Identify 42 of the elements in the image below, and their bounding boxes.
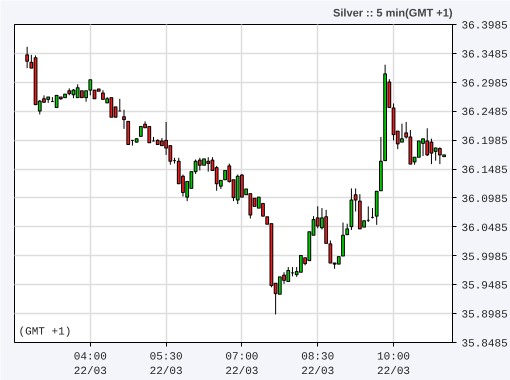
y-tick-label: 36.3485 xyxy=(462,49,508,62)
candlestick xyxy=(278,276,282,295)
annotation: (GMT +1) xyxy=(18,326,72,338)
candlestick xyxy=(206,156,210,172)
candlestick xyxy=(126,120,130,145)
y-tick-label: 36.0485 xyxy=(462,222,508,235)
x-tick-label: 10:00 22/03 xyxy=(377,352,410,378)
candlestick xyxy=(76,84,80,98)
candlestick xyxy=(88,79,92,96)
y-tick-label: 36.3985 xyxy=(462,20,508,32)
y-tick-label: 35.8485 xyxy=(462,338,508,350)
x-tick-label: 04:00 22/03 xyxy=(74,352,107,378)
candlestick xyxy=(240,173,244,198)
candlestick xyxy=(425,128,430,157)
candlestick xyxy=(109,97,114,118)
candlestick xyxy=(286,266,290,282)
y-tick-label: 36.1485 xyxy=(462,165,508,178)
candlestick xyxy=(223,170,227,180)
x-tick-label: 05:30 22/03 xyxy=(150,352,183,378)
candlestick xyxy=(122,109,126,130)
candlestick xyxy=(236,174,240,205)
y-tick-label: 35.9985 xyxy=(462,252,508,264)
y-tick-label: 36.1985 xyxy=(462,136,508,148)
candlestick xyxy=(138,126,143,137)
y-tick-label: 35.8985 xyxy=(462,310,508,322)
y-tick-label: 36.2485 xyxy=(462,107,508,120)
candlestick xyxy=(72,88,76,99)
chart-title: Silver :: 5 min(GMT +1) xyxy=(333,8,453,20)
candlestick xyxy=(147,126,152,144)
candlestick xyxy=(198,157,202,171)
candlestick xyxy=(430,138,434,165)
candlestick xyxy=(438,146,442,165)
candlestick xyxy=(400,123,404,143)
y-tick-label: 35.9485 xyxy=(462,280,508,293)
candlestick xyxy=(101,90,105,100)
candlestick xyxy=(298,254,303,273)
x-tick-label: 08:30 22/03 xyxy=(301,352,334,378)
candlestick xyxy=(25,46,30,69)
y-tick-label: 36.2985 xyxy=(462,78,508,90)
candlestick xyxy=(54,94,59,108)
y-tick-label: 36.0985 xyxy=(462,194,508,206)
x-tick-label: 07:00 22/03 xyxy=(225,352,258,378)
